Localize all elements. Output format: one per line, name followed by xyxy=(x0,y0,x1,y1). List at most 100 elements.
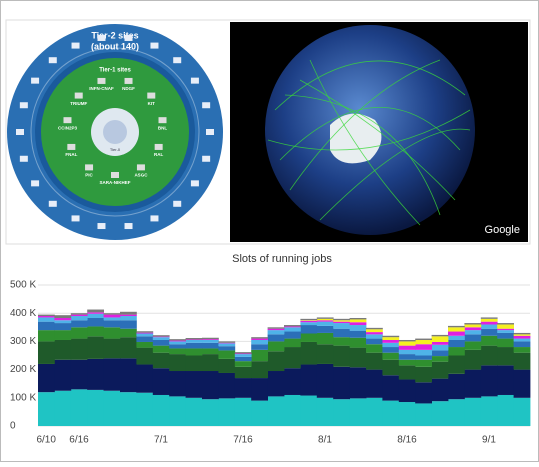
area-segment xyxy=(415,350,432,356)
area-segment xyxy=(235,378,252,398)
area-segment xyxy=(366,339,383,345)
area-segment xyxy=(218,373,235,398)
area-segment xyxy=(514,336,531,339)
area-segment xyxy=(87,326,104,336)
area-segment xyxy=(153,353,170,369)
area-segment xyxy=(399,354,416,360)
area-segment xyxy=(169,354,186,371)
area-segment xyxy=(284,395,301,426)
area-segment xyxy=(382,375,399,400)
area-segment xyxy=(186,340,203,343)
area-segment xyxy=(448,374,465,399)
area-segment xyxy=(333,337,350,345)
x-tick-label: 7/16 xyxy=(233,435,253,446)
area-segment xyxy=(87,312,104,313)
area-segment xyxy=(169,341,186,344)
area-segment xyxy=(399,350,416,354)
tier1-icon xyxy=(85,164,93,170)
area-segment xyxy=(514,341,531,347)
x-tick-label: 8/1 xyxy=(318,435,332,446)
area-segment xyxy=(432,362,449,379)
area-segment xyxy=(399,402,416,426)
area-segment xyxy=(350,325,367,331)
area-segment xyxy=(218,343,235,344)
area-segment xyxy=(366,334,383,338)
area-segment xyxy=(448,332,465,336)
tier2-icon xyxy=(202,156,210,162)
area-segment xyxy=(317,320,334,321)
area-segment xyxy=(169,371,186,396)
tier2-icon xyxy=(150,43,158,49)
area-segment xyxy=(432,345,449,351)
area-segment xyxy=(268,334,285,341)
area-segment xyxy=(317,364,334,398)
area-segment xyxy=(382,353,399,360)
area-segment xyxy=(218,350,235,358)
y-tick-label: 0 xyxy=(10,421,16,432)
area-segment xyxy=(38,317,55,321)
area-segment xyxy=(481,317,498,318)
area-segment xyxy=(481,365,498,396)
tier1-icon xyxy=(97,78,105,84)
globe-image: Google xyxy=(230,22,528,242)
y-tick-label: 200 K xyxy=(10,364,36,375)
area-segment xyxy=(415,356,432,360)
area-segment xyxy=(104,313,121,314)
area-segment xyxy=(497,339,514,347)
area-segment xyxy=(218,341,235,342)
area-segment xyxy=(448,399,465,426)
area-segment xyxy=(136,393,153,426)
area-segment xyxy=(448,326,465,327)
area-segment xyxy=(481,322,498,325)
page: Tier-2 sites (about 140) Tier-1 sites Ti… xyxy=(0,0,539,462)
area-segment xyxy=(71,360,88,390)
area-segment xyxy=(333,399,350,426)
area-segment xyxy=(120,337,137,358)
tier0-inner xyxy=(103,120,127,144)
area-segment xyxy=(366,329,383,332)
area-segment xyxy=(186,338,203,339)
area-segment xyxy=(71,339,88,360)
area-segment xyxy=(514,370,531,398)
tier2-icon xyxy=(125,35,133,41)
area-segment xyxy=(54,320,71,323)
area-segment xyxy=(448,327,465,331)
y-tick-label: 300 K xyxy=(10,336,36,347)
area-segment xyxy=(235,361,252,367)
tier2-icon xyxy=(49,57,57,63)
area-segment xyxy=(366,370,383,398)
area-segment xyxy=(169,341,186,342)
tier0-label: Tier-0 xyxy=(110,147,121,152)
area-segment xyxy=(481,329,498,336)
x-tick-label: 9/1 xyxy=(482,435,496,446)
area-segment xyxy=(399,365,416,379)
area-segment xyxy=(202,354,219,371)
area-segment xyxy=(54,318,71,320)
area-segment xyxy=(284,339,301,347)
area-segment xyxy=(218,346,235,350)
area-segment xyxy=(268,329,285,330)
area-segment xyxy=(317,317,334,318)
area-segment xyxy=(317,398,334,426)
x-tick-label: 8/16 xyxy=(397,435,417,446)
area-segment xyxy=(104,391,121,426)
area-segment xyxy=(169,396,186,426)
area-segment xyxy=(350,338,367,348)
tier2-icon xyxy=(20,156,28,162)
area-segment xyxy=(136,342,153,348)
area-segment xyxy=(235,352,252,353)
area-segment xyxy=(432,336,449,342)
area-segment xyxy=(120,392,137,426)
area-segment xyxy=(514,347,531,353)
area-segment xyxy=(235,354,252,357)
area-segment xyxy=(120,316,137,320)
site-label: TRIUMF xyxy=(70,101,87,106)
area-segment xyxy=(514,353,531,370)
area-segment xyxy=(514,398,531,426)
area-segment xyxy=(153,340,170,346)
area-segment xyxy=(399,346,416,350)
tier1-label: Tier-1 sites xyxy=(99,68,131,74)
area-segment xyxy=(284,332,301,339)
tier1-icon xyxy=(111,172,119,178)
area-segment xyxy=(350,319,367,322)
